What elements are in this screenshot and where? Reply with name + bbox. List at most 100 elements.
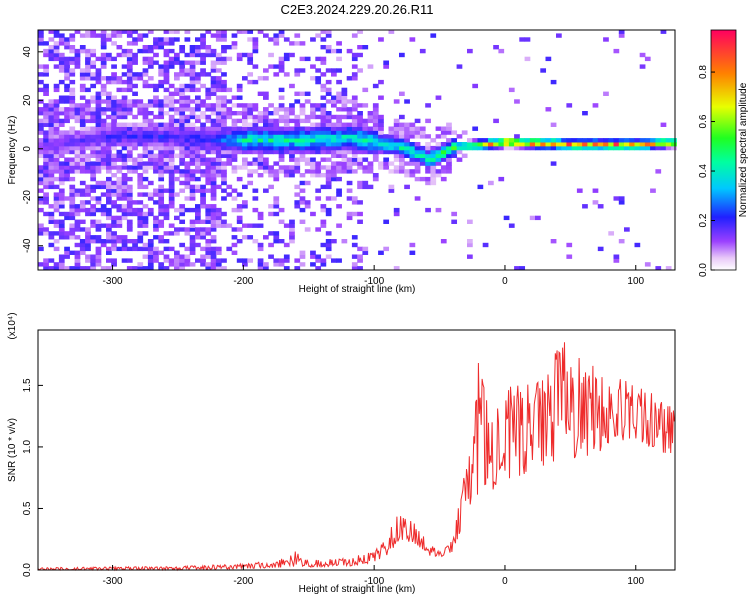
heatmap-cell	[179, 103, 186, 108]
heatmap-cell	[90, 142, 97, 147]
heatmap-cell	[132, 76, 138, 81]
heatmap-cell	[325, 118, 332, 124]
heatmap-cell	[174, 99, 180, 104]
heatmap-cell	[132, 138, 138, 143]
heatmap-cell	[226, 149, 233, 155]
heatmap-cell	[263, 145, 269, 151]
heatmap-cell	[174, 266, 180, 271]
heatmap-cell	[100, 87, 107, 93]
heatmap-cell	[210, 91, 217, 96]
heatmap-cell	[205, 48, 212, 54]
heatmap-cell	[346, 165, 353, 170]
heatmap-cell	[236, 145, 243, 151]
heatmap-cell	[137, 211, 144, 217]
heatmap-cell	[179, 149, 186, 155]
heatmap-cell	[85, 235, 91, 240]
heatmap-cell	[100, 122, 107, 127]
heatmap-cell	[64, 142, 70, 147]
heatmap-cell	[79, 45, 86, 50]
heatmap-cell	[137, 130, 144, 135]
heatmap-cell	[153, 99, 159, 104]
heatmap-cell	[174, 254, 180, 259]
heatmap-cell	[278, 219, 285, 224]
heatmap-cell	[467, 145, 473, 151]
heatmap-cell	[132, 161, 138, 166]
heatmap-cell	[184, 169, 191, 174]
heatmap-cell	[142, 130, 149, 135]
heatmap-cell	[477, 142, 484, 147]
heatmap-cell	[90, 64, 97, 69]
heatmap-cell	[179, 126, 186, 131]
heatmap-cell	[367, 161, 374, 166]
heatmap-cell	[618, 142, 625, 147]
heatmap-cell	[53, 99, 60, 104]
heatmap-cell	[351, 134, 358, 139]
heatmap-cell	[404, 145, 410, 151]
heatmap-cell	[472, 142, 479, 147]
heatmap-cell	[304, 145, 311, 151]
heatmap-cell	[79, 68, 86, 73]
heatmap-cell	[90, 111, 97, 116]
heatmap-cell	[409, 37, 416, 42]
heatmap-cell	[158, 130, 165, 135]
heatmap-cell	[325, 48, 332, 54]
heatmap-cell	[43, 200, 49, 205]
heatmap-cell	[58, 41, 65, 46]
heatmap-cell	[121, 242, 128, 248]
heatmap-cell	[351, 242, 358, 248]
heatmap-cell	[137, 219, 144, 224]
heatmap-cell	[404, 142, 410, 147]
heatmap-cell	[184, 165, 191, 170]
heatmap-cell	[205, 227, 212, 232]
heatmap-cell	[341, 114, 348, 120]
heatmap-cell	[231, 153, 238, 158]
heatmap-cell	[304, 180, 311, 186]
heatmap-cell	[357, 157, 363, 162]
heatmap-cell	[367, 118, 374, 124]
heatmap-cell	[242, 165, 248, 170]
heatmap-cell	[467, 242, 473, 248]
heatmap-cell	[210, 142, 217, 147]
heatmap-cell	[53, 204, 60, 209]
heatmap-cell	[273, 149, 280, 155]
heatmap-cell	[252, 130, 259, 135]
heatmap-cell	[132, 169, 138, 174]
heatmap-cell	[116, 134, 123, 139]
heatmap-cell	[566, 242, 573, 248]
heatmap-cell	[320, 122, 327, 127]
heatmap-cell	[58, 134, 65, 139]
heatmap-cell	[310, 211, 316, 217]
heatmap-cell	[299, 41, 306, 46]
heatmap-cell	[325, 242, 332, 248]
heatmap-cell	[126, 103, 133, 108]
heatmap-cell	[210, 176, 217, 182]
heatmap-cell	[404, 173, 410, 178]
heatmap-cell	[205, 231, 212, 236]
heatmap-cell	[69, 87, 76, 93]
heatmap-cell	[378, 79, 384, 85]
heatmap-cell	[132, 114, 138, 120]
heatmap-cell	[126, 192, 133, 197]
heatmap-cell	[163, 153, 170, 158]
heatmap-cell	[168, 83, 175, 89]
heatmap-cell	[644, 138, 651, 143]
heatmap-cell	[126, 83, 133, 89]
heatmap-cell	[142, 192, 149, 197]
heatmap-cell	[111, 145, 117, 151]
heatmap-cell	[236, 134, 243, 139]
heatmap-cell	[205, 114, 212, 120]
heatmap-cell	[200, 126, 206, 131]
heatmap-cell	[90, 138, 97, 143]
heatmap-cell	[325, 180, 332, 186]
heatmap-cell	[273, 33, 280, 38]
heatmap-cell	[299, 188, 306, 193]
heatmap-cell	[336, 161, 342, 166]
heatmap-cell	[147, 56, 154, 62]
heatmap-cell	[341, 134, 348, 139]
heatmap-cell	[132, 211, 138, 217]
heatmap-cell	[142, 211, 149, 217]
heatmap-cell	[325, 87, 332, 93]
heatmap-cell	[215, 83, 222, 89]
heatmap-cell	[200, 153, 206, 158]
